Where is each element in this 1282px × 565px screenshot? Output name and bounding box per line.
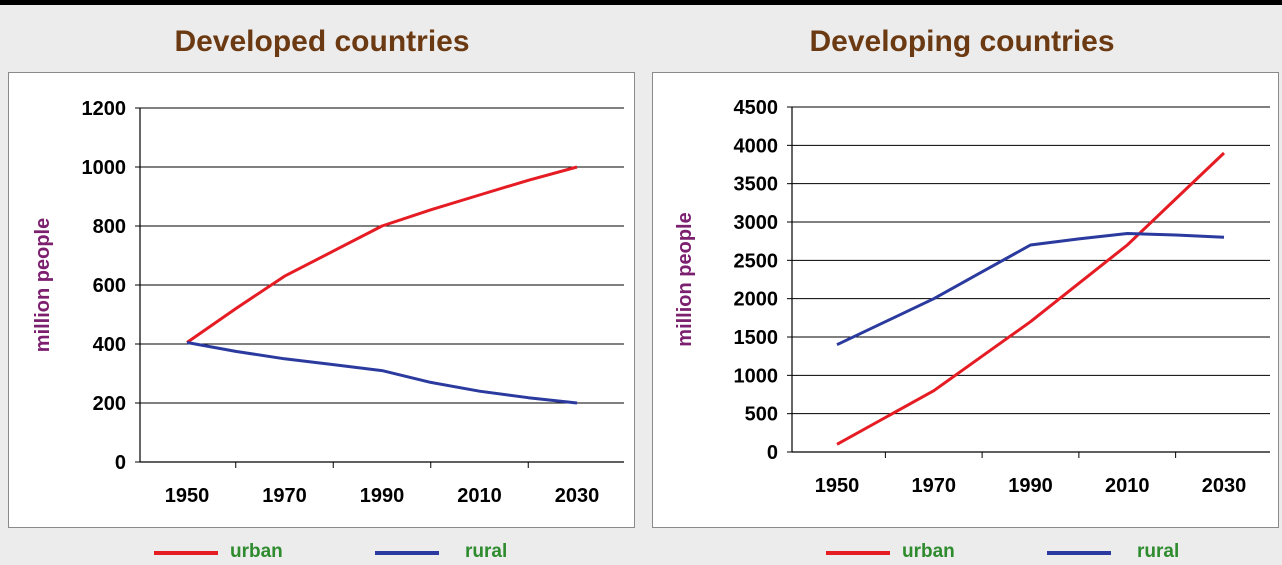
y-axis-label: million people (32, 218, 54, 352)
y-tick-label: 400 (93, 334, 126, 356)
y-tick-label: 1000 (734, 365, 779, 387)
chart-title-developing: Developing countries (809, 25, 1115, 58)
series-line-urban (836, 151, 1226, 446)
y-tick-label: 3000 (734, 212, 779, 234)
y-tick-label: 2000 (734, 289, 779, 311)
legend-developed: urban rural (150, 540, 530, 564)
x-tick-label: 1970 (262, 485, 307, 507)
y-tick-label: 1200 (82, 98, 127, 120)
x-tick-label: 1990 (1008, 475, 1053, 497)
y-tick-label: 800 (93, 216, 126, 238)
y-tick-label: 2500 (734, 250, 779, 272)
chart-developed: 0 200 400 600 800 1000 1200 1950 1970 1990 2010 203… (32, 98, 624, 507)
chart-developing: 0 500 1000 1500 2000 2500 3000 3500 4000 4500 1950… (674, 97, 1270, 497)
series-line-rural (186, 341, 578, 405)
chart-title-developed: Developed countries (174, 25, 470, 58)
series-line-rural (836, 232, 1225, 347)
legend-rural-swatch (1047, 551, 1111, 555)
legend-urban-label: urban (902, 541, 955, 562)
y-tick-label: 4500 (734, 97, 779, 119)
x-tick-label: 1970 (912, 475, 957, 497)
chart-panel-developed: 0 200 400 600 800 1000 1200 1950 1970 1990 2010 203… (8, 72, 635, 528)
x-tick-label: 2010 (457, 485, 502, 507)
series-line-urban (186, 165, 578, 344)
y-tick-label: 500 (745, 404, 778, 426)
x-tick-label: 1950 (815, 475, 860, 497)
y-tick-label: 0 (767, 442, 778, 464)
legend-urban-label: urban (230, 541, 283, 562)
legend-rural-swatch (375, 551, 439, 555)
y-tick-label: 600 (93, 275, 126, 297)
x-tick-label: 2030 (1202, 475, 1247, 497)
chart-panel-developing: 0 500 1000 1500 2000 2500 3000 3500 4000 4500 1950… (652, 72, 1279, 528)
x-tick-label: 1990 (360, 485, 405, 507)
legend-rural-label: rural (465, 541, 508, 562)
y-tick-label: 4000 (734, 135, 779, 157)
y-tick-label: 0 (115, 452, 126, 474)
x-tick-label: 2030 (555, 485, 600, 507)
y-tick-label: 200 (93, 393, 126, 415)
x-tick-label: 2010 (1105, 475, 1150, 497)
x-tick-label: 1950 (165, 485, 210, 507)
legend-developing: urban rural (822, 540, 1202, 564)
top-border (0, 0, 1282, 5)
y-tick-label: 3500 (734, 174, 779, 196)
y-tick-label: 1500 (734, 327, 779, 349)
legend-rural-label: rural (1137, 541, 1180, 562)
y-axis-label: million people (674, 212, 696, 346)
legend-urban-swatch (154, 551, 218, 555)
legend-urban-swatch (826, 551, 890, 555)
y-tick-label: 1000 (82, 157, 127, 179)
